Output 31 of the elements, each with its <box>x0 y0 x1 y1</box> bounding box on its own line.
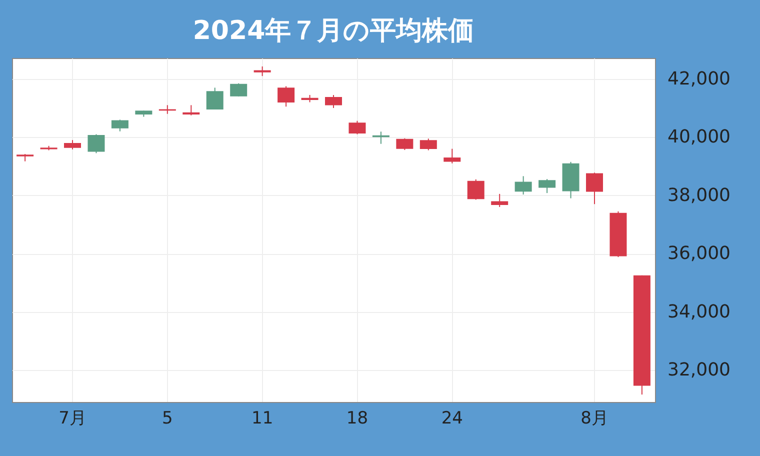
candlestick <box>491 193 508 208</box>
y-tick-label: 42,000 <box>668 68 730 90</box>
candlestick <box>514 176 532 195</box>
x-tick-label: 18 <box>346 408 368 428</box>
chart-title: 2024年７月の平均株価 <box>192 16 474 46</box>
x-tick-label: 8月 <box>580 408 608 428</box>
y-tick-label: 38,000 <box>668 184 730 206</box>
candlestick <box>254 66 271 77</box>
candlestick <box>278 86 295 108</box>
x-tick-label: 11 <box>252 408 274 428</box>
candlestick <box>538 178 556 194</box>
candlestick <box>348 120 366 135</box>
candlestick <box>325 94 342 109</box>
candlestick <box>206 87 224 110</box>
x-tick-label: 7月 <box>58 408 86 428</box>
y-tick-label: 40,000 <box>668 126 730 148</box>
x-tick-label: 24 <box>441 408 463 428</box>
candlestick <box>64 140 82 150</box>
candlestick <box>88 134 105 154</box>
x-tick-label: 5 <box>162 408 173 428</box>
candlestick <box>586 172 603 205</box>
y-tick-label: 36,000 <box>668 243 730 264</box>
y-tick-label: 34,000 <box>668 301 730 322</box>
y-tick-label: 32,000 <box>668 359 730 380</box>
candlestick <box>230 82 248 97</box>
candlestick <box>182 104 200 116</box>
candlestick <box>444 148 461 164</box>
candlestick <box>396 138 414 150</box>
candlestick <box>420 138 437 151</box>
candlestick <box>467 178 484 200</box>
candlestick <box>111 119 128 132</box>
